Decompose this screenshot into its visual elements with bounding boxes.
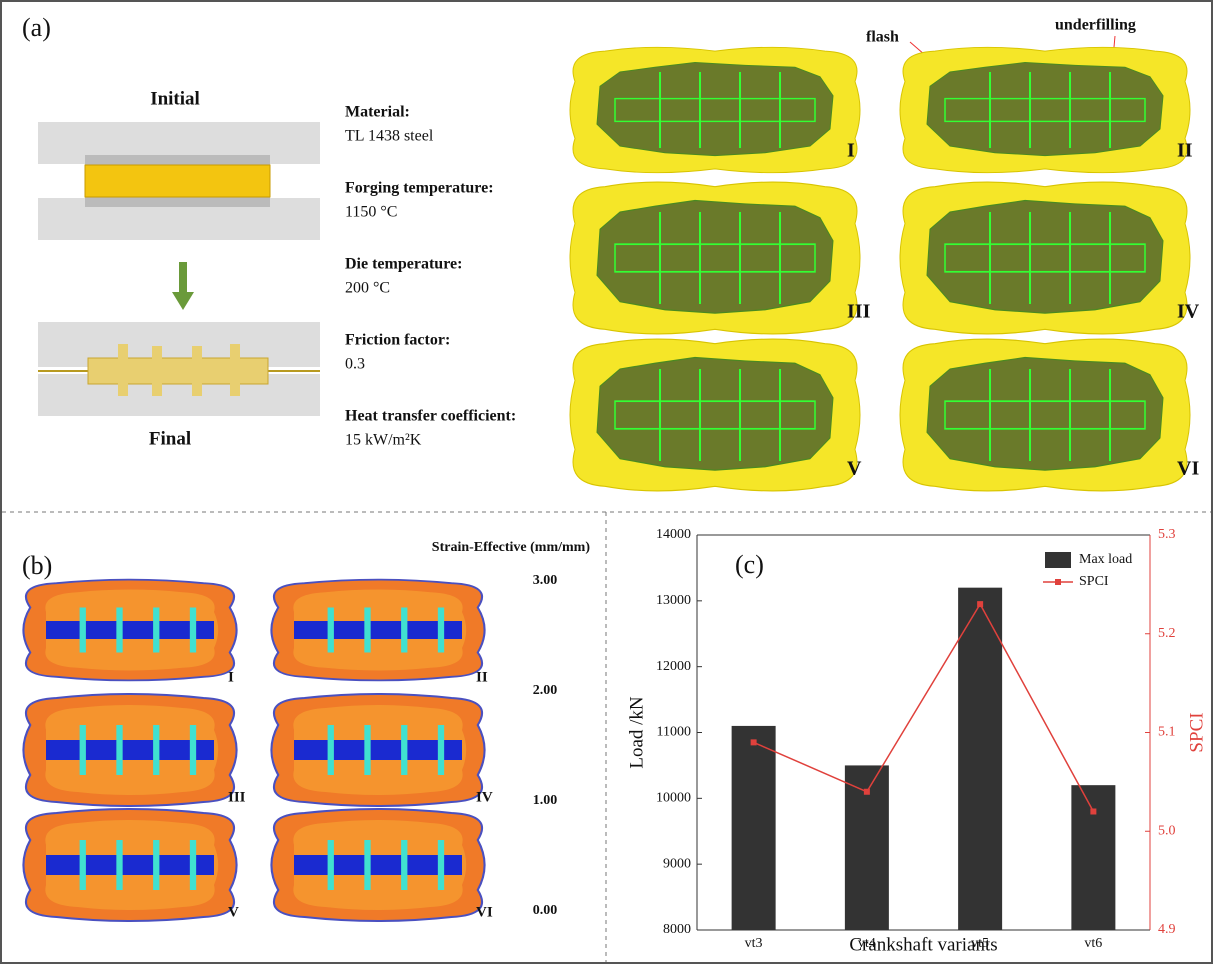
variant-label: II: [476, 669, 488, 685]
simulation-image: [271, 580, 484, 681]
stage-label: Initial: [150, 88, 200, 109]
y-tick-label: 13000: [656, 593, 691, 608]
legend-label: Max load: [1079, 552, 1132, 567]
y-tick-label: 11000: [657, 725, 691, 740]
y-tick-label: 8000: [663, 922, 691, 937]
scale-title: Strain-Effective (mm/mm): [432, 540, 591, 555]
figure: (a) Initial Final flash underfilling III…: [0, 0, 1213, 964]
variant-label: VI: [1177, 458, 1199, 480]
variant-label: IV: [1177, 301, 1200, 323]
simulation-image: [570, 47, 860, 172]
legend-label: SPCI: [1079, 574, 1109, 589]
y2-tick-label: 5.1: [1158, 725, 1176, 740]
property-value: 1150 °C: [345, 204, 397, 221]
simulation-image: [23, 580, 236, 681]
variant-label: I: [228, 669, 234, 685]
variant-label: IV: [476, 789, 493, 805]
y2-axis-label: SPCI: [1186, 712, 1207, 752]
property-name: Die temperature:: [345, 256, 462, 273]
variant-label: III: [228, 789, 246, 805]
line: [754, 604, 1094, 811]
y-tick-label: 14000: [656, 527, 691, 542]
die-initial: [38, 122, 320, 240]
y2-tick-label: 4.9: [1158, 922, 1176, 937]
simulation-image: [271, 809, 484, 921]
y-axis-label: Load /kN: [626, 696, 647, 769]
legend-swatch: [1045, 552, 1071, 568]
variant-label: II: [1177, 140, 1193, 162]
y-tick-label: 9000: [663, 856, 691, 871]
panel-label: (c): [735, 550, 764, 579]
property-value: 0.3: [345, 356, 365, 373]
simulation-image: [23, 694, 236, 806]
y2-tick-label: 5.2: [1158, 626, 1176, 641]
variant-label: I: [847, 140, 855, 162]
scale-label: 0.00: [533, 903, 558, 918]
simulation-image: [23, 809, 236, 921]
x-tick-label: vt3: [745, 936, 763, 951]
simulation-image: [570, 182, 860, 334]
variant-label: VI: [476, 904, 493, 920]
variant-label: V: [847, 458, 862, 480]
x-axis-label: Crankshaft variants: [849, 934, 997, 955]
annotation: flash: [866, 29, 899, 46]
scale-label: 2.00: [533, 683, 558, 698]
property-name: Friction factor:: [345, 332, 450, 349]
die-final: [38, 322, 320, 416]
y2-tick-label: 5.3: [1158, 527, 1176, 542]
legend-swatch: [1055, 579, 1061, 585]
property-value: 15 kW/m²K: [345, 432, 422, 449]
simulation-image: [570, 339, 860, 491]
y-tick-label: 12000: [656, 659, 691, 674]
point: [977, 601, 983, 607]
annotation: underfilling: [1055, 17, 1136, 34]
simulation-image: [900, 339, 1190, 491]
variant-label: V: [228, 904, 239, 920]
panel-label: (a): [22, 13, 51, 42]
bar: [732, 726, 776, 930]
x-tick-label: vt6: [1084, 936, 1102, 951]
property-name: Forging temperature:: [345, 180, 494, 197]
point: [864, 789, 870, 795]
property-value: 200 °C: [345, 280, 390, 297]
property-value: TL 1438 steel: [345, 128, 434, 145]
property-name: Heat transfer coefficient:: [345, 408, 516, 425]
variant-label: III: [847, 301, 871, 323]
simulation-image: [900, 47, 1190, 172]
scale-label: 1.00: [533, 793, 558, 808]
property-name: Material:: [345, 104, 410, 121]
scale-label: 3.00: [533, 573, 558, 588]
y2-tick-label: 5.0: [1158, 823, 1176, 838]
bar: [1071, 785, 1115, 930]
simulation-image: [900, 182, 1190, 334]
panel-label: (b): [22, 551, 52, 580]
y-tick-label: 10000: [656, 791, 691, 806]
arrow-head: [172, 292, 194, 310]
simulation-image: [271, 694, 484, 806]
bar: [958, 588, 1002, 930]
point: [1090, 809, 1096, 815]
stage-label: Final: [149, 428, 191, 449]
point: [751, 739, 757, 745]
